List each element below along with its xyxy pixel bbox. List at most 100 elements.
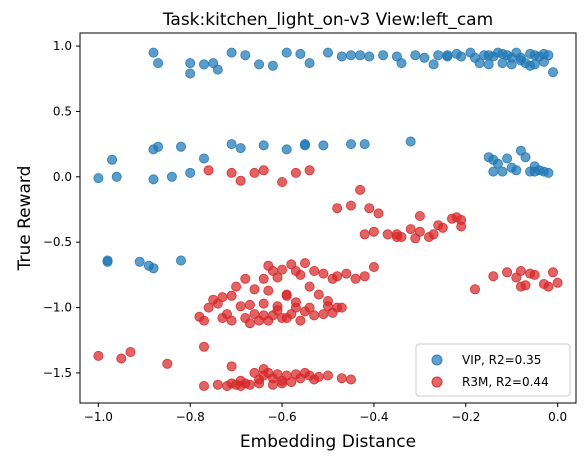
data-point — [272, 305, 283, 316]
x-tick-label: −0.2 — [451, 410, 480, 424]
data-point — [529, 166, 540, 177]
data-point — [198, 341, 209, 352]
data-point — [217, 292, 228, 303]
data-point — [456, 214, 467, 225]
data-point — [185, 68, 196, 79]
data-point — [166, 171, 177, 182]
data-point — [277, 378, 288, 389]
data-point — [548, 67, 559, 78]
data-point — [258, 363, 269, 374]
data-point — [235, 301, 246, 312]
data-point — [506, 59, 517, 70]
legend-label-vip: VIP, R2=0.35 — [462, 353, 541, 367]
data-point — [322, 47, 333, 58]
data-point — [552, 277, 563, 288]
data-point — [359, 139, 370, 150]
data-point — [153, 141, 164, 152]
data-point — [345, 374, 356, 385]
data-point — [433, 220, 444, 231]
data-point — [405, 136, 416, 147]
data-point — [313, 371, 324, 382]
data-point — [492, 158, 503, 169]
data-point — [231, 281, 242, 292]
data-point — [295, 48, 306, 59]
data-point — [332, 203, 343, 214]
data-point — [373, 208, 384, 219]
data-point — [203, 165, 214, 176]
series-vip — [93, 47, 559, 274]
data-point — [281, 290, 292, 301]
y-axis: 1.0 0.5 0.0 −0.5 −1.0 −1.5 — [43, 39, 80, 380]
y-axis-title: True Reward — [15, 166, 35, 272]
data-point — [364, 51, 375, 62]
data-point — [391, 229, 402, 240]
data-point — [290, 167, 301, 178]
data-point — [295, 315, 306, 326]
data-point — [359, 271, 370, 282]
y-tick-label: −0.5 — [43, 235, 72, 249]
data-point — [543, 281, 554, 292]
data-point — [254, 59, 265, 70]
data-point — [341, 268, 352, 279]
data-point — [309, 310, 320, 321]
data-point — [304, 58, 315, 69]
data-point — [502, 153, 513, 164]
data-point — [198, 380, 209, 391]
x-axis: −1.0 −0.8 −0.6 −0.4 −0.2 0.0 — [84, 403, 567, 424]
data-point — [442, 51, 453, 62]
data-point — [336, 373, 347, 384]
data-point — [258, 140, 269, 151]
data-point — [378, 50, 389, 61]
data-point — [281, 47, 292, 58]
data-point — [162, 358, 173, 369]
data-point — [469, 284, 480, 295]
data-point — [277, 176, 288, 187]
y-tick-label: 0.5 — [53, 104, 72, 118]
data-point — [254, 378, 265, 389]
data-point — [456, 51, 467, 62]
data-point — [483, 50, 494, 61]
data-point — [272, 272, 283, 283]
data-point — [295, 269, 306, 280]
data-point — [318, 140, 329, 151]
data-point — [148, 263, 159, 274]
data-point — [249, 284, 260, 295]
data-point — [258, 165, 269, 176]
data-point — [488, 166, 499, 177]
data-point — [249, 167, 260, 178]
data-point — [502, 267, 513, 278]
data-point — [299, 258, 310, 269]
data-point — [368, 261, 379, 272]
data-point — [263, 260, 274, 271]
data-point — [414, 210, 425, 221]
data-point — [313, 289, 324, 300]
data-point — [497, 166, 508, 177]
data-point — [203, 302, 214, 313]
legend-label-r3m: R3M, R2=0.44 — [462, 375, 549, 389]
data-point — [290, 302, 301, 313]
legend-marker-vip — [431, 354, 443, 366]
x-tick-label: 0.0 — [548, 410, 567, 424]
data-point — [538, 48, 549, 59]
data-point — [410, 50, 421, 61]
x-tick-label: −0.8 — [176, 410, 205, 424]
data-point — [93, 173, 104, 184]
data-point — [198, 59, 209, 70]
data-point — [410, 233, 421, 244]
data-point — [125, 346, 136, 357]
data-point — [511, 165, 522, 176]
data-point — [548, 267, 559, 278]
data-point — [235, 375, 246, 386]
data-point — [327, 307, 338, 318]
data-point — [520, 152, 531, 163]
data-point — [116, 353, 127, 364]
chart-title: Task:kitchen_light_on-v3 View:left_cam — [162, 10, 493, 30]
data-point — [212, 379, 223, 390]
data-point — [419, 52, 430, 63]
data-point — [525, 60, 536, 71]
legend-box — [415, 343, 571, 397]
y-tick-label: −1.0 — [43, 301, 72, 315]
data-point — [350, 273, 361, 284]
legend: VIP, R2=0.35 R3M, R2=0.44 — [415, 343, 571, 397]
